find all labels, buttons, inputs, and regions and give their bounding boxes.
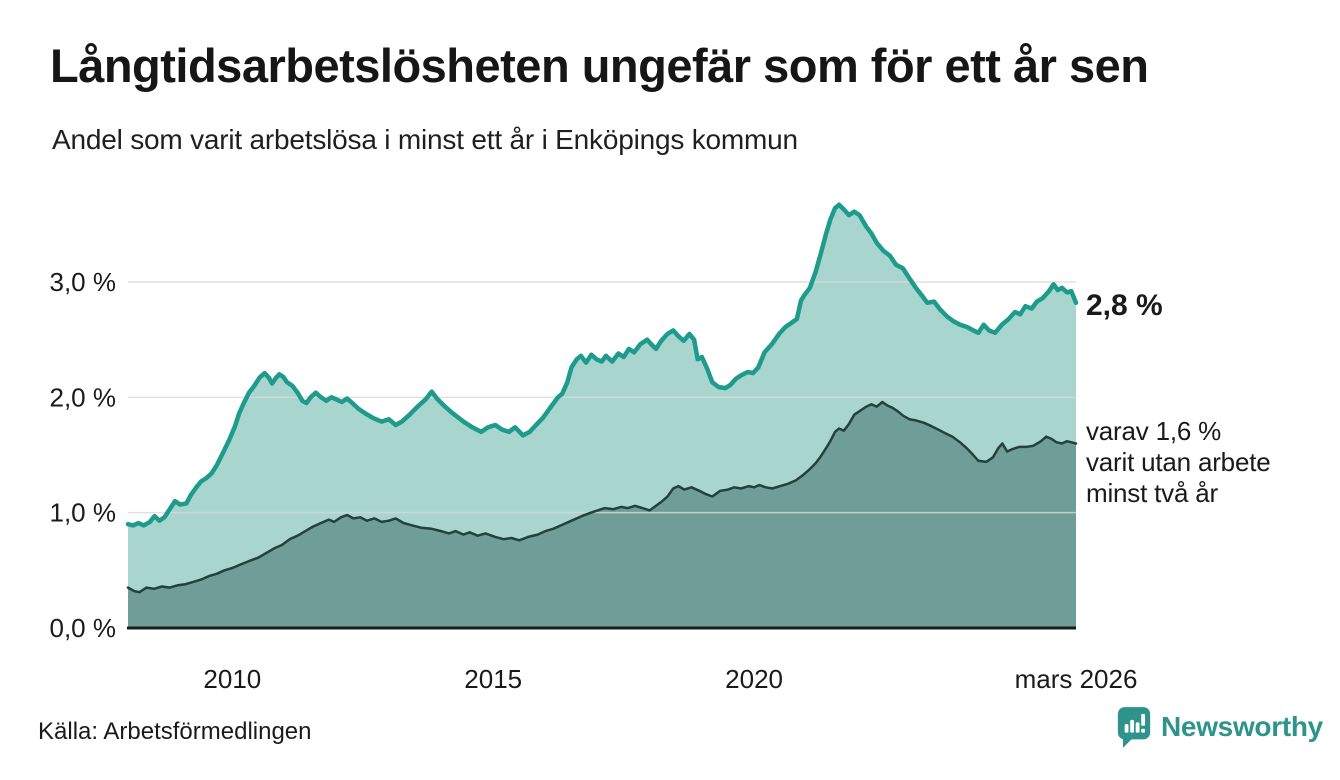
x-tick-label: mars 2026 (1015, 664, 1138, 694)
x-tick-label: 2020 (725, 664, 783, 694)
newsworthy-brand-link[interactable]: Newsworthy (1117, 706, 1323, 749)
series-area-unemployed-min-two-years (128, 402, 1076, 628)
newsworthy-logo-text: Newsworthy (1161, 711, 1323, 742)
x-tick-label: 2015 (464, 664, 522, 694)
logo-bar-chart-glyph (1124, 713, 1146, 733)
latest-value-label: 2,8 % (1086, 289, 1163, 322)
y-tick-label: 1,0 % (50, 498, 117, 528)
newsworthy-logo-icon (1117, 707, 1151, 748)
source-credit: Källa: Arbetsförmedlingen (38, 718, 312, 745)
two-year-annotation-line-2: varit utan arbete (1086, 447, 1271, 477)
two-year-annotation-line-3: minst två år (1086, 478, 1218, 508)
y-tick-label: 0,0 % (50, 613, 117, 643)
y-tick-label: 3,0 % (50, 267, 117, 297)
series-line-unemployed-min-one-year (125, 202, 1079, 528)
y-tick-label: 2,0 % (50, 382, 117, 412)
x-tick-label: 2010 (203, 664, 261, 694)
chart-title: Långtidsarbetslösheten ungefär som för e… (50, 39, 1149, 92)
chart-subtitle: Andel som varit arbetslösa i minst ett å… (52, 124, 798, 155)
two-year-annotation-line-1: varav 1,6 % (1086, 416, 1222, 446)
series-line-unemployed-min-two-years (126, 400, 1078, 594)
two-year-annotation: varav 1,6 % varit utan arbete minst två … (1086, 416, 1271, 509)
